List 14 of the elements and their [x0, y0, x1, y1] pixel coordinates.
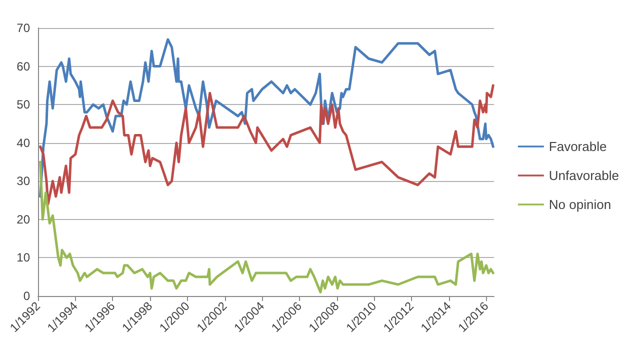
y-tick-label: 10 — [16, 250, 30, 265]
legend-label: Unfavorable — [548, 168, 620, 183]
line-series — [39, 84, 494, 206]
y-tick-label: 40 — [16, 136, 30, 150]
y-tick-label: 70 — [16, 21, 30, 35]
y-tick-label: 60 — [16, 59, 30, 74]
legend-label: No opinion — [548, 197, 612, 212]
y-tick-label: 20 — [16, 212, 30, 226]
y-tick-label: 0 — [23, 289, 30, 303]
y-tick-label: 50 — [16, 98, 30, 112]
legend-label: Favorable — [548, 139, 607, 154]
y-tick-label: 30 — [16, 174, 30, 188]
line-series — [39, 38, 494, 198]
line-series — [39, 160, 494, 294]
